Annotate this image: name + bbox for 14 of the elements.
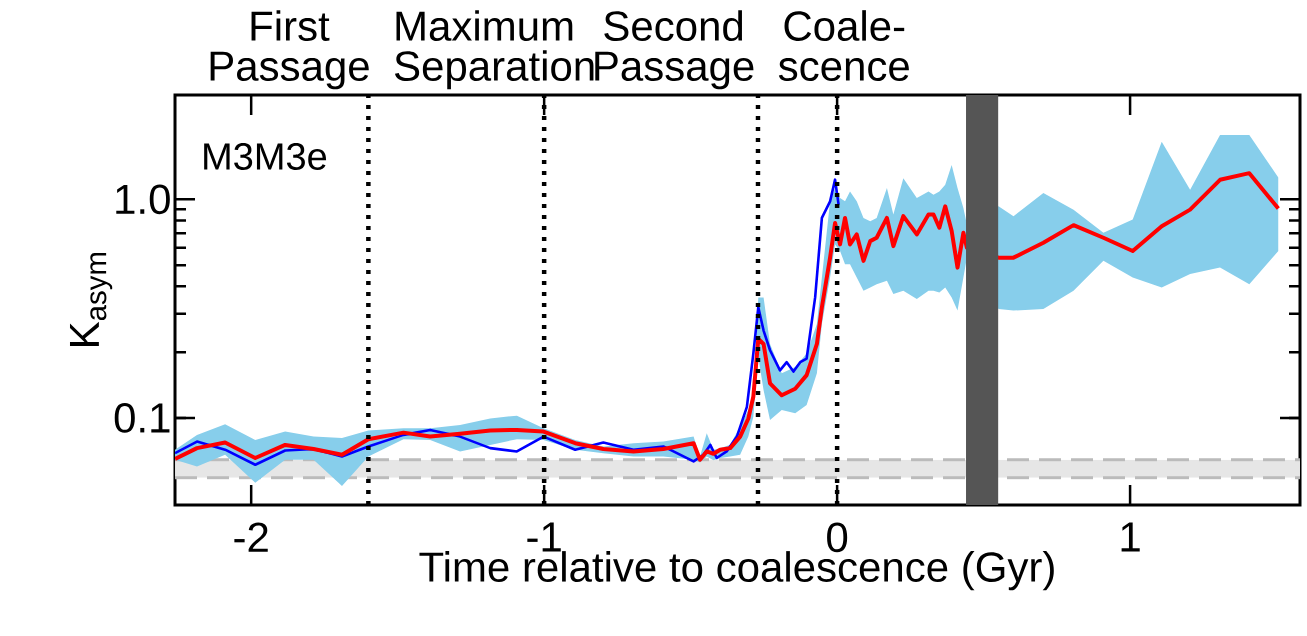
- ref-line-label: Maximum Separation: [394, 10, 594, 90]
- ref-line-label: Coale-scence: [778, 10, 909, 82]
- x-tick-label: 0: [827, 522, 848, 553]
- x-tick-label: 1: [1121, 522, 1140, 552]
- ref-line-label: First Passage: [210, 10, 369, 90]
- ref-line-label: Second Passage: [595, 10, 754, 90]
- line-series: [175, 171, 1281, 462]
- x-tick-label: -2: [234, 522, 268, 552]
- y-tick-label: 1.0: [116, 184, 170, 215]
- y-tick-label: 0.1: [114, 403, 170, 433]
- annotation: M3M3e: [204, 143, 327, 170]
- x-tick-label: -1: [527, 522, 561, 552]
- x-axis-title: Time relative to coalescence (Gyr): [419, 551, 1054, 591]
- y-axis-title: K$_{asym}$: [69, 253, 113, 346]
